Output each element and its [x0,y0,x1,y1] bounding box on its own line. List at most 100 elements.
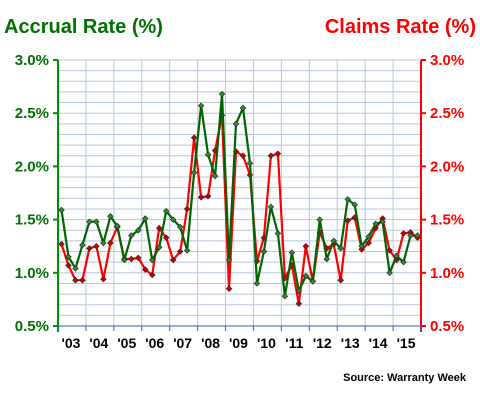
accrual-point [246,159,254,167]
accrual-point [204,151,212,158]
accrual-point [155,244,163,251]
claims-point [302,242,310,250]
claims-point [149,271,156,279]
right-tick-label: 2.5% [430,105,464,122]
accrual-point [135,227,142,234]
accrual-point [162,207,170,215]
right-axis-title: Claims Rate (%) [325,16,476,38]
x-tick-label: '15 [397,335,416,351]
accrual-point [197,102,205,109]
accrual-point [211,172,219,180]
accrual-point [58,206,65,214]
claims-point [190,134,198,141]
right-tick-label: 3.0% [430,52,464,69]
claims-point [183,205,191,213]
accrual-point [323,255,330,263]
accrual-point [400,258,407,266]
accrual-point [351,201,358,208]
accrual-point [239,104,247,112]
right-tick-label: 2.0% [430,158,464,175]
accrual-point [142,215,149,222]
left-axis-title: Accrual Rate (%) [4,16,163,38]
accrual-point [330,237,337,245]
accrual-point [267,203,275,211]
claims-point [337,277,344,284]
claims-point [225,285,233,292]
x-tick-label: '11 [285,335,303,351]
accrual-point [114,222,121,230]
accrual-point [218,90,226,98]
x-tick-label: '13 [341,335,360,351]
x-tick-label: '05 [117,335,136,351]
accrual-point [253,280,261,287]
claims-point [400,230,407,237]
left-tick-label: 2.5% [15,105,49,122]
x-tick-label: '07 [173,335,192,351]
axes [53,59,426,332]
claims-point [176,248,184,255]
claims-point [135,254,142,262]
x-tick-label: '09 [229,335,248,351]
accrual-point [65,253,72,261]
y-tick-labels: 0.5% 0.5% 1.0% 1.0% 1.5% 1.5% 2.0% 2.0% 2.5% 2.5%… [15,52,464,335]
left-tick-label: 3.0% [15,52,49,69]
x-tick-label: '06 [145,335,164,351]
accrual-point [379,218,386,225]
accrual-point [386,269,393,277]
claims-point [79,277,86,284]
claims-point [100,275,107,283]
right-tick-label: 1.5% [430,212,464,229]
accrual-point [100,239,107,247]
claims-point [239,152,247,159]
accrual-point [72,265,79,272]
claims-point [107,239,114,247]
claims-point [65,262,72,269]
series-group [58,90,421,307]
accrual-point [121,256,128,264]
accrual-point [149,256,156,264]
x-tick-label: '14 [369,335,388,351]
accrual-point [337,245,344,252]
accrual-point [232,120,240,128]
accrual-point [295,287,303,295]
claims-point [295,300,303,307]
right-tick-label: 0.5% [430,318,464,335]
claims-rate-line [60,114,419,305]
claims-point [142,266,149,273]
x-tick-label: '12 [313,335,332,351]
claims-point [155,224,163,232]
claims-point [72,277,79,284]
accrual-point [225,256,233,264]
claims-point [386,247,393,254]
accrual-point [365,233,372,240]
claims-point [197,194,205,201]
source-note: Source: Warranty Week [343,372,467,384]
accrual-point [393,252,400,260]
accrual-point [176,223,184,231]
accrual-point [309,278,317,285]
claims-point [365,239,372,247]
accrual-point [93,218,100,225]
accrual-point [358,242,365,250]
accrual-point [372,220,379,228]
left-tick-label: 1.5% [15,212,49,229]
x-tick-label: '08 [201,335,220,351]
accrual-point [316,216,324,223]
accrual-point [107,213,114,220]
accrual-point [281,292,289,300]
claims-point [274,150,282,157]
x-tick-labels: '03 '04 '05 '06 '07 '08 '09 '10 '11 '12 '13 '14 '15 [62,335,416,351]
accrual-point [169,216,177,223]
right-tick-label: 1.0% [430,265,464,282]
x-tick-label: '10 [257,335,276,351]
claims-point [93,242,100,250]
accrual-point [344,196,351,203]
grid-lines [57,59,422,327]
claims-point [267,152,275,159]
claims-point [162,234,170,241]
accrual-point [407,232,414,239]
claims-point [169,256,177,264]
left-tick-label: 1.0% [15,265,49,282]
accrual-point [79,241,86,249]
